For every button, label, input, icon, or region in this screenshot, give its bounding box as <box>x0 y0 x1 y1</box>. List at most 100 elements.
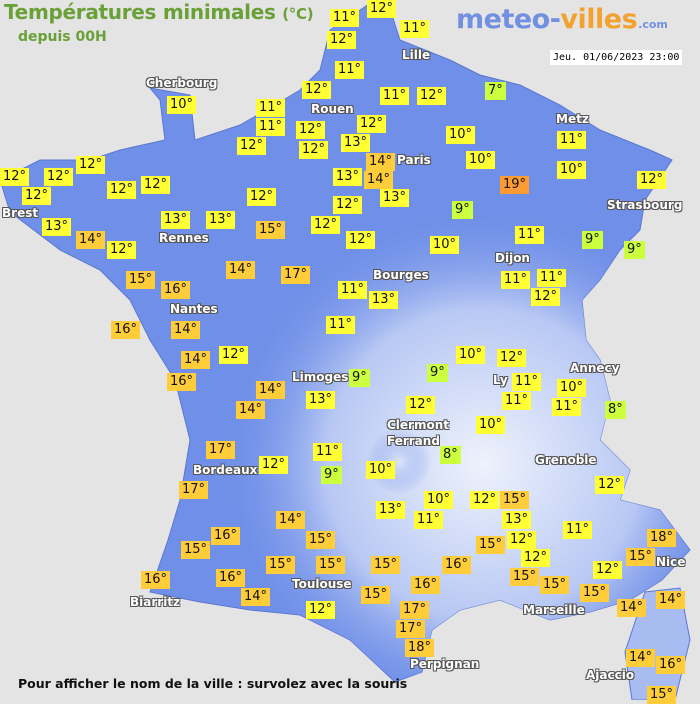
temperature-label[interactable]: 12° <box>107 181 137 199</box>
temperature-label[interactable]: 12° <box>0 168 30 186</box>
temperature-label[interactable]: 11° <box>414 511 444 529</box>
temperature-label[interactable]: 11° <box>501 271 531 289</box>
temperature-label[interactable]: 12° <box>595 476 625 494</box>
temperature-label[interactable]: 15° <box>371 556 401 574</box>
temperature-label[interactable]: 11° <box>400 20 430 38</box>
temperature-label[interactable]: 16° <box>141 571 171 589</box>
temperature-label[interactable]: 12° <box>306 601 336 619</box>
temperature-label[interactable]: 8° <box>605 401 626 419</box>
temperature-label[interactable]: 8° <box>440 446 461 464</box>
temperature-label[interactable]: 13° <box>333 168 363 186</box>
temperature-label[interactable]: 12° <box>327 31 357 49</box>
temperature-label[interactable]: 11° <box>256 99 286 117</box>
temperature-label[interactable]: 15° <box>361 586 391 604</box>
temperature-label[interactable]: 17° <box>400 601 430 619</box>
temperature-label[interactable]: 15° <box>626 548 656 566</box>
temperature-label[interactable]: 12° <box>637 171 667 189</box>
temperature-label[interactable]: 9° <box>349 369 370 387</box>
temperature-label[interactable]: 12° <box>141 176 171 194</box>
temperature-label[interactable]: 11° <box>557 131 587 149</box>
temperature-label[interactable]: 11° <box>338 281 368 299</box>
temperature-label[interactable]: 13° <box>369 291 399 309</box>
temperature-label[interactable]: 11° <box>515 226 545 244</box>
temperature-label[interactable]: 14° <box>256 381 286 399</box>
temperature-label[interactable]: 19° <box>500 176 530 194</box>
temperature-label[interactable]: 13° <box>161 211 191 229</box>
temperature-label[interactable]: 10° <box>167 96 197 114</box>
temperature-label[interactable]: 11° <box>512 373 542 391</box>
temperature-label[interactable]: 12° <box>367 0 397 18</box>
temperature-label[interactable]: 15° <box>316 556 346 574</box>
temperature-label[interactable]: 11° <box>256 118 286 136</box>
temperature-label[interactable]: 10° <box>456 346 486 364</box>
temperature-label[interactable]: 13° <box>502 511 532 529</box>
temperature-label[interactable]: 11° <box>563 521 593 539</box>
temperature-label[interactable]: 17° <box>179 481 209 499</box>
temperature-label[interactable]: 12° <box>299 141 329 159</box>
temperature-label[interactable]: 16° <box>656 656 686 674</box>
temperature-label[interactable]: 12° <box>357 115 387 133</box>
temperature-label[interactable]: 15° <box>476 536 506 554</box>
temperature-label[interactable]: 9° <box>321 466 342 484</box>
temperature-label[interactable]: 12° <box>219 346 249 364</box>
temperature-label[interactable]: 12° <box>237 137 267 155</box>
temperature-label[interactable]: 13° <box>306 391 336 409</box>
temperature-label[interactable]: 15° <box>580 584 610 602</box>
temperature-label[interactable]: 10° <box>446 126 476 144</box>
temperature-label[interactable]: 10° <box>424 491 454 509</box>
temperature-label[interactable]: 10° <box>430 236 460 254</box>
temperature-label[interactable]: 14° <box>236 401 266 419</box>
temperature-label[interactable]: 15° <box>510 568 540 586</box>
temperature-label[interactable]: 9° <box>452 201 473 219</box>
temperature-label[interactable]: 14° <box>181 351 211 369</box>
temperature-label[interactable]: 13° <box>376 501 406 519</box>
meteo-villes-logo[interactable]: meteo-villes.com <box>456 4 668 35</box>
temperature-label[interactable]: 7° <box>485 82 506 100</box>
temperature-label[interactable]: 15° <box>306 531 336 549</box>
temperature-label[interactable]: 11° <box>313 443 343 461</box>
temperature-label[interactable]: 10° <box>466 151 496 169</box>
temperature-label[interactable]: 15° <box>500 491 530 509</box>
temperature-label[interactable]: 14° <box>171 321 201 339</box>
temperature-label[interactable]: 12° <box>302 81 332 99</box>
temperature-label[interactable]: 16° <box>167 373 197 391</box>
temperature-label[interactable]: 14° <box>276 511 306 529</box>
temperature-label[interactable]: 9° <box>582 231 603 249</box>
temperature-label[interactable]: 11° <box>326 316 356 334</box>
temperature-label[interactable]: 16° <box>216 569 246 587</box>
temperature-label[interactable]: 9° <box>427 364 448 382</box>
temperature-label[interactable]: 14° <box>656 591 686 609</box>
temperature-label[interactable]: 12° <box>259 456 289 474</box>
temperature-label[interactable]: 12° <box>247 188 277 206</box>
temperature-label[interactable]: 12° <box>497 349 527 367</box>
temperature-label[interactable]: 14° <box>617 599 647 617</box>
temperature-label[interactable]: 17° <box>281 266 311 284</box>
temperature-label[interactable]: 11° <box>380 87 410 105</box>
temperature-label[interactable]: 14° <box>366 153 396 171</box>
temperature-label[interactable]: 13° <box>380 189 410 207</box>
temperature-label[interactable]: 15° <box>540 576 570 594</box>
temperature-label[interactable]: 17° <box>206 441 236 459</box>
temperature-label[interactable]: 14° <box>241 588 271 606</box>
temperature-label[interactable]: 12° <box>22 187 52 205</box>
temperature-label[interactable]: 10° <box>557 379 587 397</box>
temperature-label[interactable]: 15° <box>647 686 677 704</box>
temperature-label[interactable]: 11° <box>537 269 567 287</box>
temperature-label[interactable]: 16° <box>411 576 441 594</box>
temperature-label[interactable]: 15° <box>181 541 211 559</box>
temperature-label[interactable]: 13° <box>341 134 371 152</box>
temperature-label[interactable]: 12° <box>470 491 500 509</box>
temperature-label[interactable]: 11° <box>552 398 582 416</box>
temperature-label[interactable]: 10° <box>476 416 506 434</box>
temperature-label[interactable]: 16° <box>442 556 472 574</box>
temperature-label[interactable]: 12° <box>593 561 623 579</box>
temperature-label[interactable]: 15° <box>256 221 286 239</box>
temperature-label[interactable]: 12° <box>417 87 447 105</box>
temperature-label[interactable]: 11° <box>330 9 360 27</box>
temperature-label[interactable]: 15° <box>126 271 156 289</box>
temperature-label[interactable]: 13° <box>206 211 236 229</box>
temperature-label[interactable]: 12° <box>296 121 326 139</box>
temperature-label[interactable]: 12° <box>44 168 74 186</box>
temperature-label[interactable]: 12° <box>311 216 341 234</box>
temperature-label[interactable]: 12° <box>107 241 137 259</box>
